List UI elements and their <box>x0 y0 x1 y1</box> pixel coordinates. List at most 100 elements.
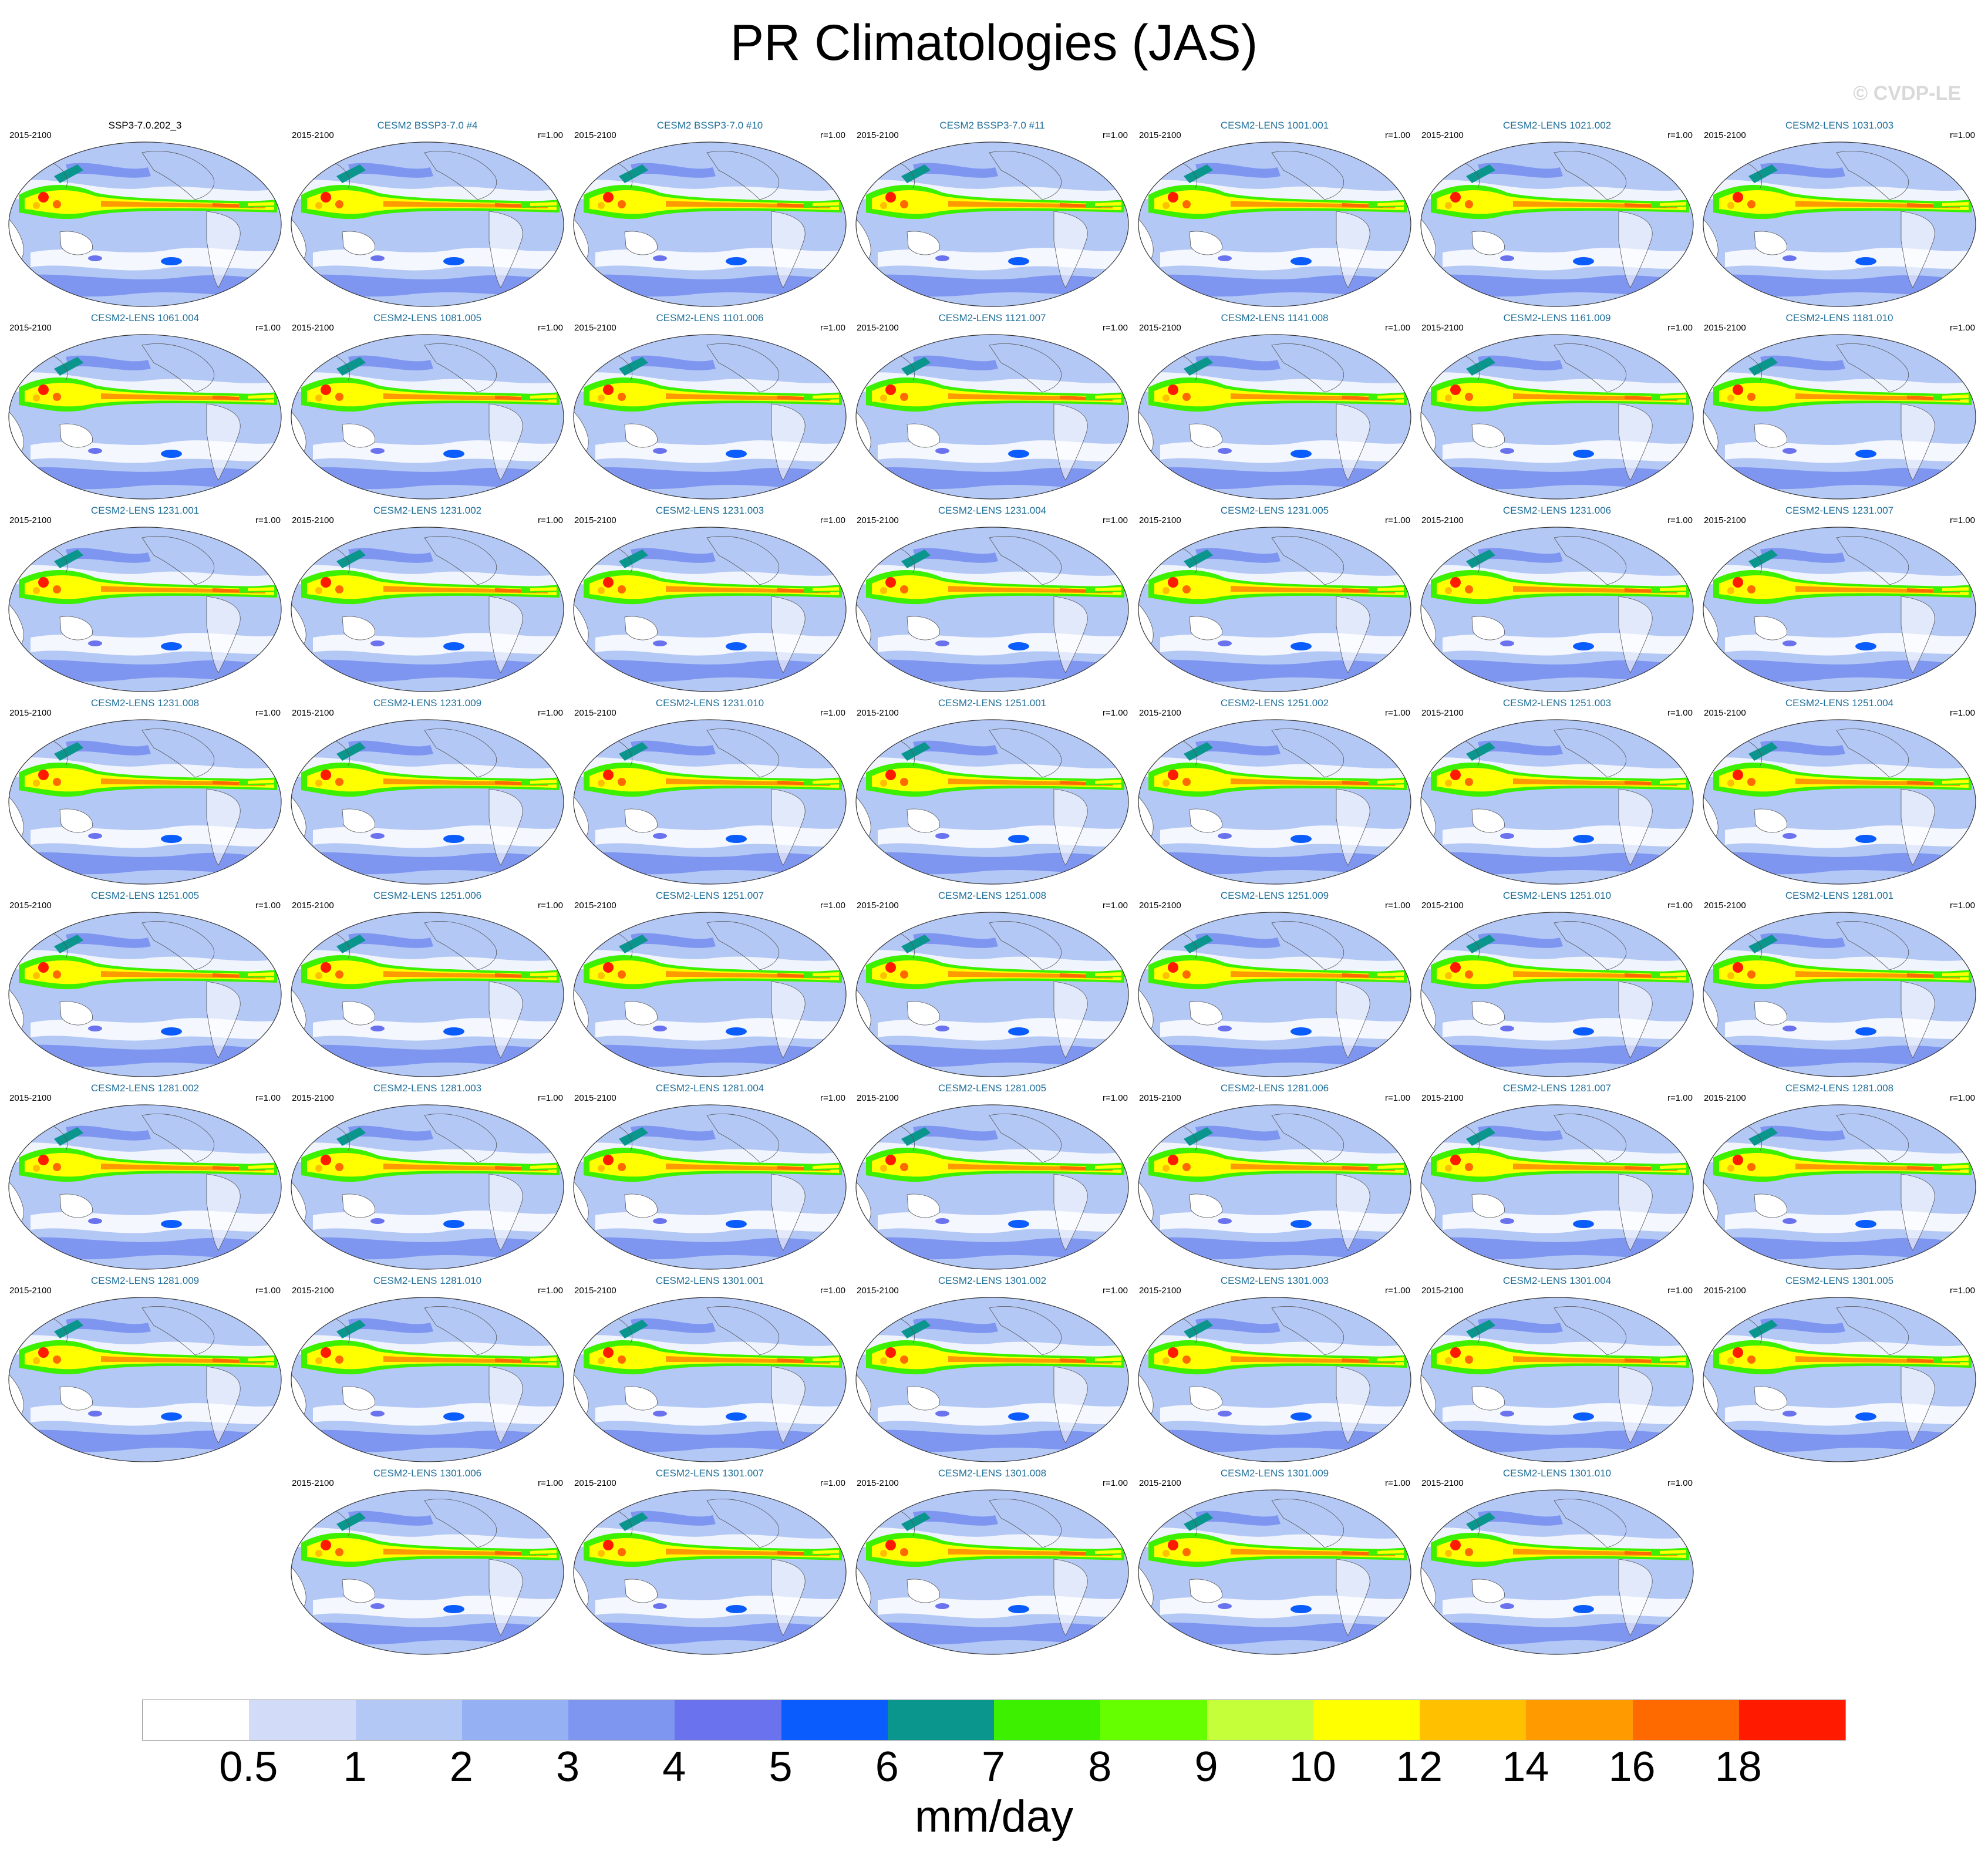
panel-correlation: r=1.00 <box>1385 130 1410 140</box>
panel-correlation: r=1.00 <box>820 1093 845 1103</box>
precip-map <box>855 527 1129 692</box>
panel-correlation: r=1.00 <box>820 901 845 911</box>
map-panel: 2015-2100 CESM2-LENS 1301.005 r=1.00 <box>1701 1273 1977 1465</box>
panel-title: CESM2-LENS 1301.006 <box>373 1468 482 1479</box>
colorbar-tick-label: 3 <box>555 1744 580 1790</box>
panel-title: CESM2-LENS 1231.005 <box>1220 505 1329 516</box>
map-panel: 2015-2100 CESM2-LENS 1251.010 r=1.00 <box>1419 888 1695 1080</box>
panel-period: 2015-2100 <box>857 323 899 333</box>
panel-title: CESM2-LENS 1231.008 <box>90 697 200 709</box>
colorbar-box <box>143 1700 250 1740</box>
map-panel: 2015-2100 CESM2-LENS 1281.004 r=1.00 <box>572 1080 848 1273</box>
panel-period: 2015-2100 <box>574 1286 616 1296</box>
panel-period: 2015-2100 <box>1704 708 1746 718</box>
panel-period: 2015-2100 <box>1704 323 1746 333</box>
map-panel: 2015-2100 CESM2-LENS 1281.006 r=1.00 <box>1137 1080 1413 1273</box>
panel-correlation: r=1.00 <box>1385 1093 1410 1103</box>
panel-correlation: r=1.00 <box>538 708 563 718</box>
panel-period: 2015-2100 <box>1704 1093 1746 1103</box>
panel-title: CESM2-LENS 1281.008 <box>1785 1083 1894 1094</box>
panel-title: CESM2-LENS 1031.003 <box>1785 120 1894 131</box>
map-panel: 2015-2100 CESM2-LENS 1231.001 r=1.00 <box>7 503 283 695</box>
panel-period: 2015-2100 <box>9 130 52 140</box>
panel-correlation: r=1.00 <box>820 1286 845 1296</box>
map-panel: 2015-2100 CESM2-LENS 1251.003 r=1.00 <box>1419 695 1695 888</box>
panel-title: CESM2 BSSP3-7.0 #10 <box>656 120 763 131</box>
panel-correlation: r=1.00 <box>538 1286 563 1296</box>
panel-title: CESM2-LENS 1251.003 <box>1502 697 1612 709</box>
panel-title: CESM2-LENS 1281.002 <box>90 1083 200 1094</box>
panel-title: CESM2-LENS 1281.006 <box>1220 1083 1329 1094</box>
map-panel: 2015-2100 CESM2-LENS 1281.003 r=1.00 <box>289 1080 565 1273</box>
precip-map <box>573 912 847 1077</box>
panel-correlation: r=1.00 <box>1950 901 1975 911</box>
precip-map <box>1138 1297 1411 1462</box>
panel-title: CESM2 BSSP3-7.0 #11 <box>939 120 1045 131</box>
panel-period: 2015-2100 <box>1139 1093 1181 1103</box>
precip-map <box>573 1104 847 1270</box>
colorbar-box <box>1313 1700 1420 1740</box>
panel-period: 2015-2100 <box>857 1478 899 1488</box>
colorbar-box <box>1738 1700 1845 1740</box>
map-panel: 2015-2100 CESM2-LENS 1301.003 r=1.00 <box>1137 1273 1413 1465</box>
panel-title: CESM2-LENS 1231.001 <box>90 505 200 516</box>
panel-title: CESM2-LENS 1021.002 <box>1502 120 1612 131</box>
page-title: PR Climatologies (JAS) <box>730 15 1258 71</box>
precip-map <box>1703 1104 1976 1270</box>
precip-map <box>8 527 282 692</box>
map-panel: 2015-2100 CESM2-LENS 1231.005 r=1.00 <box>1137 503 1413 695</box>
panel-period: 2015-2100 <box>574 708 616 718</box>
precip-map <box>1138 141 1411 307</box>
panel-title: CESM2-LENS 1231.003 <box>655 505 764 516</box>
precip-map <box>855 1104 1129 1270</box>
panel-period: 2015-2100 <box>9 515 52 525</box>
panel-title: CESM2-LENS 1301.010 <box>1502 1468 1612 1479</box>
panel-correlation: r=1.00 <box>1950 1286 1975 1296</box>
panel-period: 2015-2100 <box>574 1478 616 1488</box>
panel-correlation: r=1.00 <box>255 901 281 911</box>
map-panel: 2015-2100 CESM2-LENS 1301.001 r=1.00 <box>572 1273 848 1465</box>
panel-period: 2015-2100 <box>1704 1286 1746 1296</box>
precip-map <box>1420 1297 1694 1462</box>
panel-title: CESM2-LENS 1251.008 <box>938 890 1047 901</box>
panel-period: 2015-2100 <box>857 1093 899 1103</box>
panel-period: 2015-2100 <box>9 1286 52 1296</box>
panel-title: CESM2-LENS 1251.004 <box>1785 697 1894 709</box>
precip-map <box>573 527 847 692</box>
map-panel: 2015-2100 CESM2-LENS 1301.007 r=1.00 <box>572 1465 848 1658</box>
panel-period: 2015-2100 <box>292 130 334 140</box>
colorbar-tick-label: 6 <box>875 1744 899 1790</box>
precip-map <box>855 141 1129 307</box>
map-panel: 2015-2100 CESM2-LENS 1251.009 r=1.00 <box>1137 888 1413 1080</box>
map-panel: 2015-2100 CESM2-LENS 1231.006 r=1.00 <box>1419 503 1695 695</box>
panel-correlation: r=1.00 <box>255 323 281 333</box>
precip-map <box>291 141 564 307</box>
precip-map <box>291 1104 564 1270</box>
colorbar-tick-label: 9 <box>1194 1744 1218 1790</box>
precip-map <box>1138 719 1411 885</box>
panel-period: 2015-2100 <box>9 1093 52 1103</box>
map-panel: 2015-2100 CESM2-LENS 1231.002 r=1.00 <box>289 503 565 695</box>
panel-correlation: r=1.00 <box>820 515 845 525</box>
map-panel: 2015-2100 CESM2-LENS 1181.010 r=1.00 <box>1701 310 1977 503</box>
colorbar-units: mm/day <box>914 1792 1074 1842</box>
panel-title: CESM2-LENS 1251.001 <box>938 697 1047 709</box>
colorbar-box <box>675 1700 781 1740</box>
colorbar-tick-label: 4 <box>662 1744 686 1790</box>
map-panel: 2015-2100 CESM2-LENS 1281.008 r=1.00 <box>1701 1080 1977 1273</box>
map-panel: 2015-2100 CESM2-LENS 1231.007 r=1.00 <box>1701 503 1977 695</box>
panel-period: 2015-2100 <box>857 708 899 718</box>
precip-map <box>1138 527 1411 692</box>
map-panel: 2015-2100 CESM2-LENS 1281.005 r=1.00 <box>854 1080 1130 1273</box>
panel-period: 2015-2100 <box>857 515 899 525</box>
precip-map <box>8 1297 282 1462</box>
precip-map <box>291 719 564 885</box>
colorbar-tick-label: 1 <box>343 1744 367 1790</box>
panel-period: 2015-2100 <box>1704 515 1746 525</box>
panel-period: 2015-2100 <box>574 323 616 333</box>
panel-correlation: r=1.00 <box>820 1478 845 1488</box>
panel-correlation: r=1.00 <box>1667 130 1693 140</box>
precip-map <box>8 334 282 500</box>
panel-title: CESM2-LENS 1251.006 <box>373 890 482 901</box>
panel-title: CESM2-LENS 1251.005 <box>90 890 200 901</box>
